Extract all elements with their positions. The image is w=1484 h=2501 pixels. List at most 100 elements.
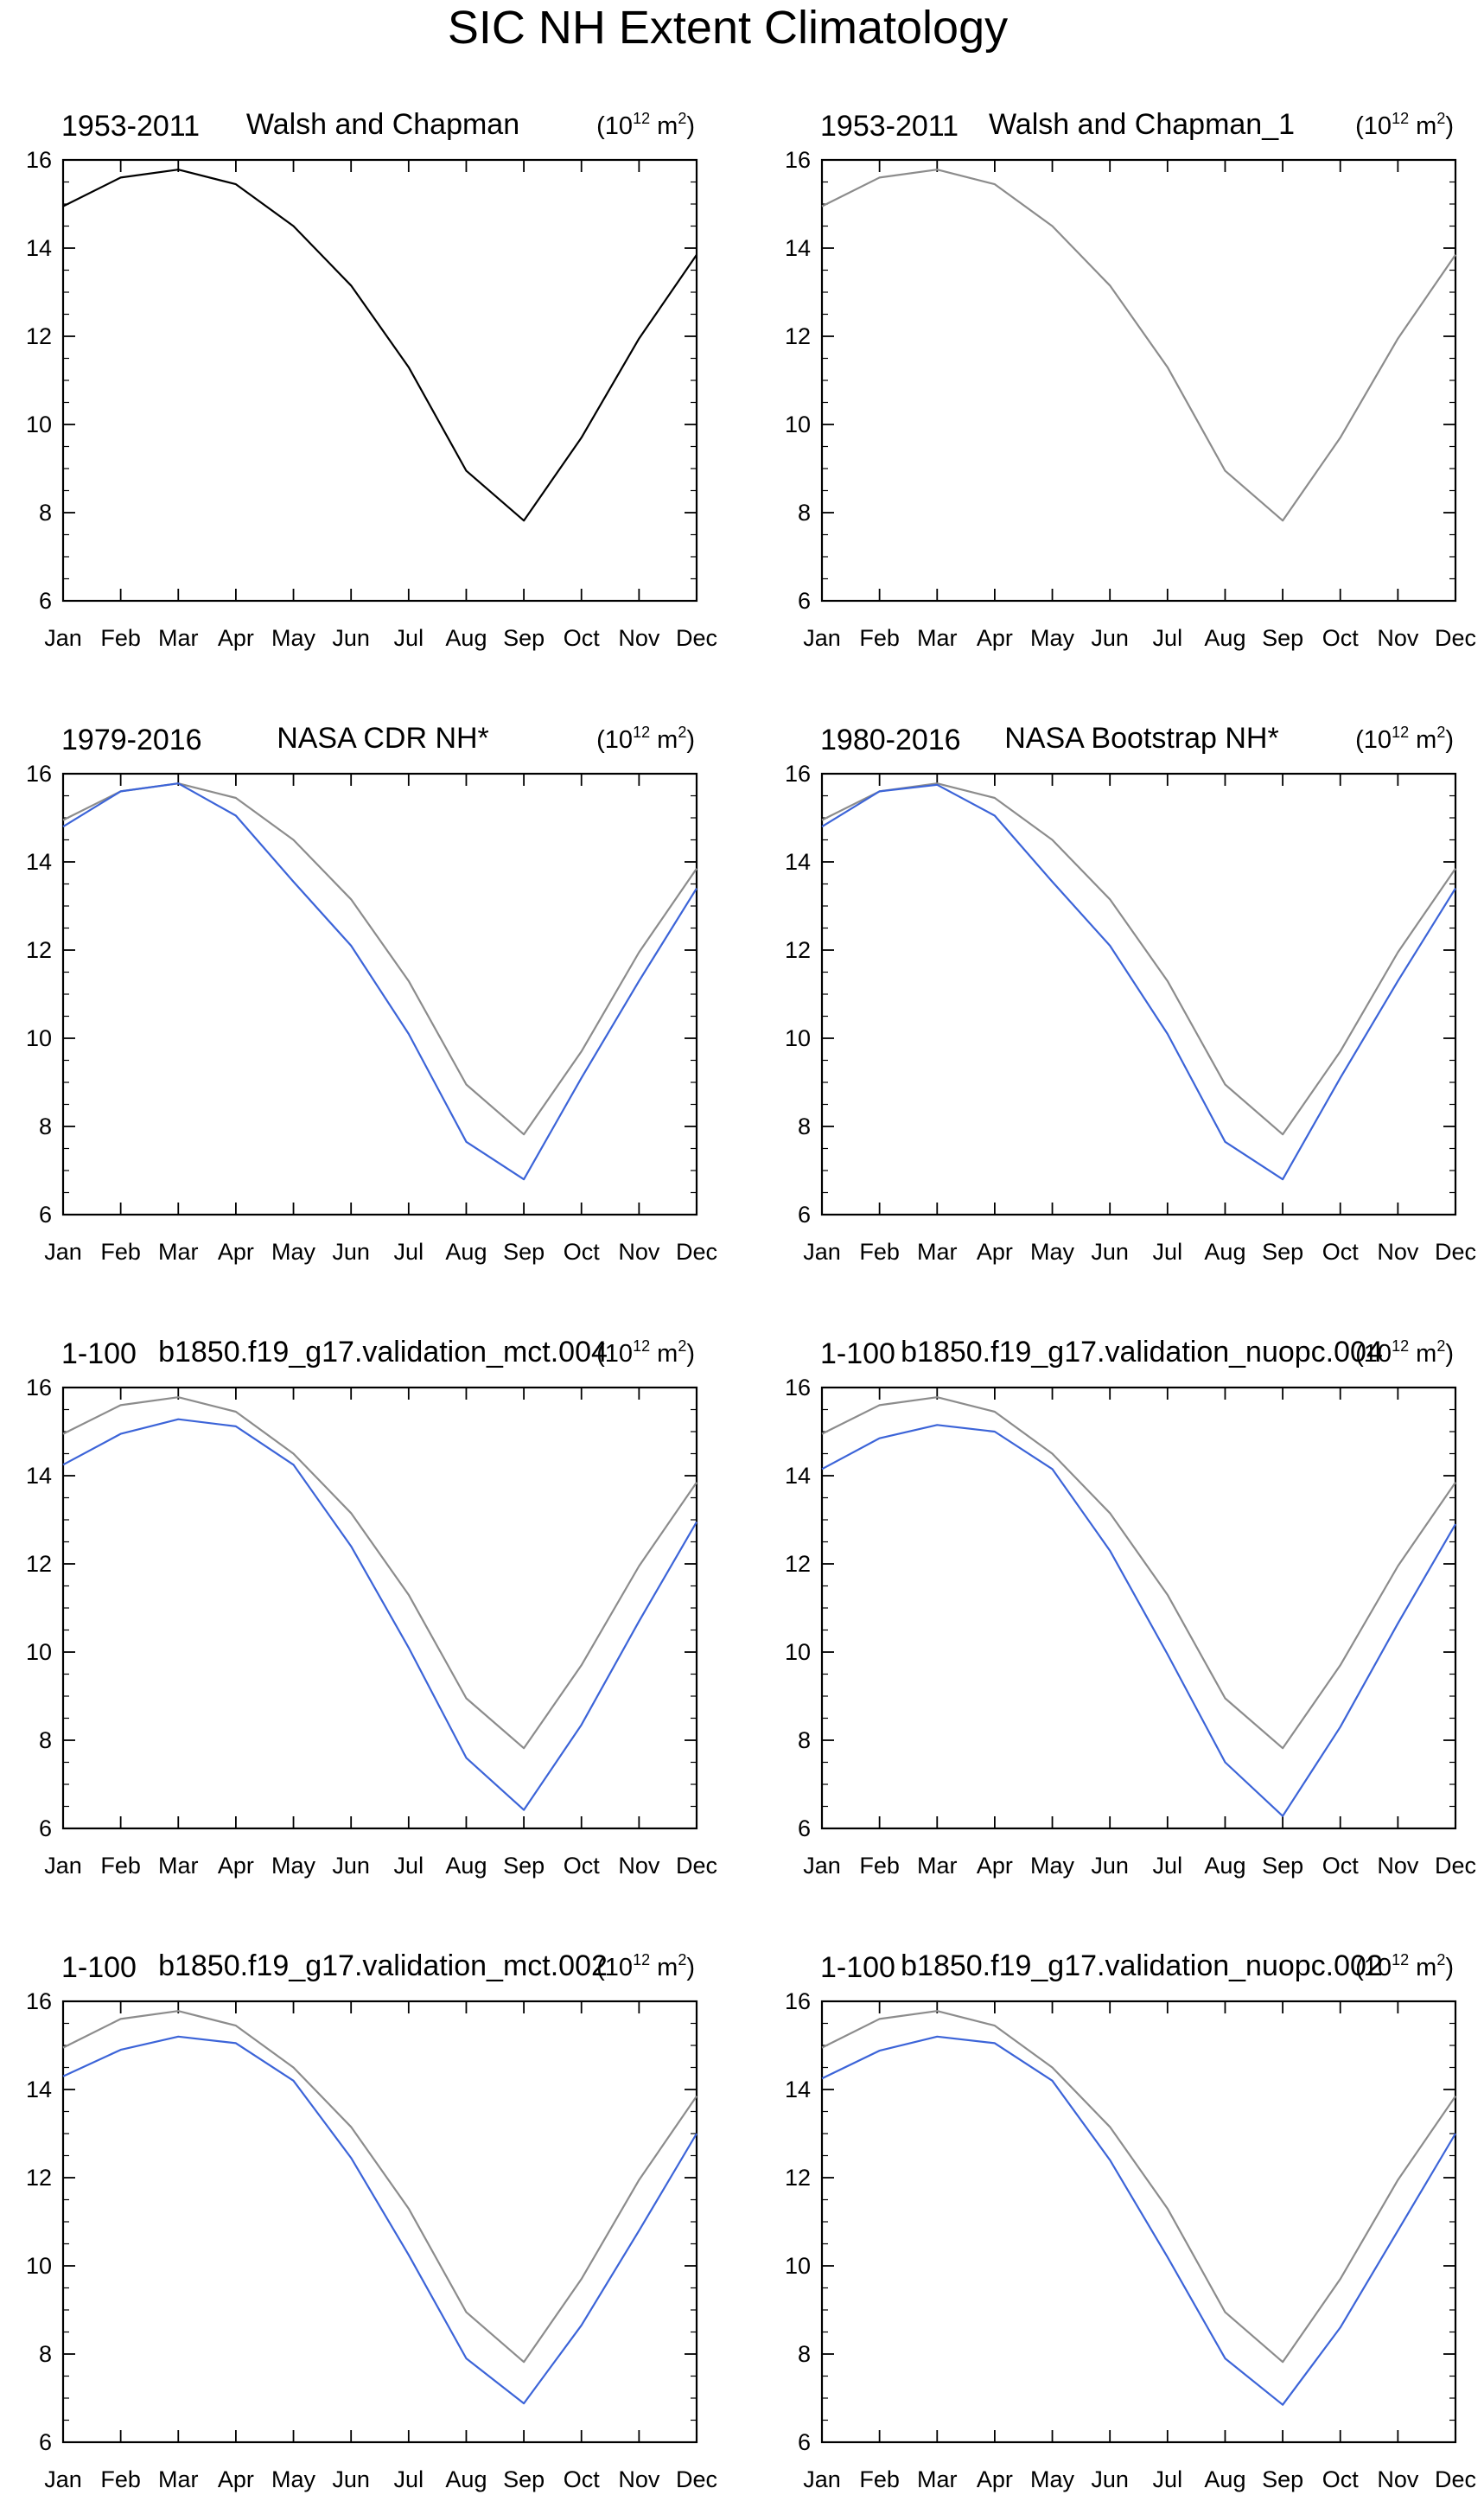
units-exp: 12 bbox=[1392, 1337, 1409, 1355]
x-tick-label: Jan bbox=[803, 1239, 841, 1265]
plot-frame bbox=[820, 1386, 1457, 1830]
units-base: (10 bbox=[596, 726, 633, 754]
x-tick-label: Jul bbox=[394, 2466, 424, 2492]
x-tick-label: Feb bbox=[859, 2466, 900, 2492]
y-tick-label: 6 bbox=[39, 1202, 52, 1228]
y-tick-label: 16 bbox=[26, 1988, 52, 2014]
y-tick-label: 14 bbox=[785, 235, 811, 261]
units-base: (10 bbox=[596, 1954, 633, 1981]
y-tick-label: 10 bbox=[785, 2253, 811, 2279]
x-tick-label: Dec bbox=[676, 625, 717, 651]
y-tick-label: 6 bbox=[798, 588, 811, 614]
chart-panel-7: 1-100 b1850.f19_g17.validation_mct.002(10… bbox=[26, 1949, 717, 2492]
units-exp: 12 bbox=[633, 1337, 650, 1355]
y-tick-label: 10 bbox=[785, 1639, 811, 1665]
units-base: (10 bbox=[596, 1340, 633, 1368]
panel-title: Walsh and Chapman bbox=[246, 108, 519, 141]
panel-period-label: 1-100 bbox=[820, 1337, 895, 1370]
y-tick-label: 14 bbox=[785, 1463, 811, 1489]
x-tick-label: Feb bbox=[859, 1853, 900, 1879]
panel-title: NASA CDR NH* bbox=[277, 722, 489, 755]
series-line-1 bbox=[62, 782, 697, 1136]
units-close: ) bbox=[1445, 1340, 1454, 1368]
panel-period-label: 1953-2011 bbox=[820, 110, 959, 143]
series-line-2 bbox=[62, 1418, 697, 1811]
x-tick-label: Jul bbox=[394, 1853, 424, 1879]
y-tick-label: 6 bbox=[798, 1202, 811, 1228]
x-tick-label: Dec bbox=[676, 2466, 717, 2492]
x-tick-label: Jul bbox=[1153, 1853, 1183, 1879]
x-tick-label: Mar bbox=[917, 1239, 958, 1265]
units-unit-exp: 2 bbox=[678, 1951, 686, 1968]
units-unit: m bbox=[650, 1954, 678, 1981]
x-tick-label: May bbox=[271, 1853, 316, 1879]
units-base: (10 bbox=[1355, 112, 1392, 140]
x-tick-label: Dec bbox=[1435, 2466, 1476, 2492]
plot-frame bbox=[61, 772, 698, 1216]
x-tick-label: Nov bbox=[618, 1853, 660, 1879]
x-tick-label: Jul bbox=[394, 625, 424, 651]
page-title: SIC NH Extent Climatology bbox=[448, 2, 1008, 54]
x-tick-label: Aug bbox=[445, 1239, 487, 1265]
x-tick-label: Nov bbox=[618, 1239, 660, 1265]
x-tick-label: Nov bbox=[618, 625, 660, 651]
x-tick-label: Jan bbox=[803, 1853, 841, 1879]
x-tick-label: Nov bbox=[618, 2466, 660, 2492]
y-tick-label: 10 bbox=[26, 412, 52, 437]
series-line-2 bbox=[62, 782, 697, 1181]
x-tick-label: Jun bbox=[1091, 1239, 1129, 1265]
units-base: (10 bbox=[1355, 726, 1392, 754]
x-tick-label: Dec bbox=[676, 1853, 717, 1879]
plot-frame bbox=[820, 2000, 1457, 2444]
y-tick-label: 16 bbox=[26, 147, 52, 173]
x-tick-label: Jan bbox=[44, 1239, 82, 1265]
panel-title: b1850.f19_g17.validation_nuopc.004 bbox=[901, 1336, 1383, 1369]
series-line-1 bbox=[62, 1396, 697, 1750]
units-close: ) bbox=[686, 726, 695, 754]
y-tick-label: 10 bbox=[785, 1025, 811, 1051]
x-tick-label: Sep bbox=[1262, 625, 1303, 651]
x-tick-label: Sep bbox=[503, 625, 545, 651]
units-unit: m bbox=[1409, 1340, 1436, 1368]
plot-frame bbox=[61, 1386, 698, 1830]
panel-period-label: 1980-2016 bbox=[820, 724, 961, 756]
x-tick-label: Mar bbox=[158, 1853, 199, 1879]
y-tick-label: 14 bbox=[26, 849, 52, 875]
panel-title: Walsh and Chapman_1 bbox=[989, 108, 1295, 141]
x-tick-label: Jun bbox=[1091, 1853, 1129, 1879]
x-tick-label: Feb bbox=[859, 1239, 900, 1265]
panel-units-label: (1012 m2) bbox=[1355, 724, 1454, 754]
y-tick-label: 8 bbox=[39, 500, 52, 526]
x-tick-label: Apr bbox=[218, 1853, 254, 1879]
units-base: (10 bbox=[1355, 1954, 1392, 1981]
x-tick-label: Sep bbox=[503, 2466, 545, 2492]
series-line-1 bbox=[821, 2010, 1456, 2364]
x-tick-label: Aug bbox=[445, 1853, 487, 1879]
panel-title: b1850.f19_g17.validation_nuopc.002 bbox=[901, 1949, 1383, 1982]
y-tick-label: 14 bbox=[785, 849, 811, 875]
x-tick-label: Jan bbox=[44, 1853, 82, 1879]
series-line-1 bbox=[821, 169, 1456, 522]
units-close: ) bbox=[686, 1340, 695, 1368]
y-tick-label: 8 bbox=[798, 1113, 811, 1139]
x-tick-label: Oct bbox=[564, 625, 601, 651]
series-line-2 bbox=[821, 1424, 1456, 1817]
y-tick-label: 8 bbox=[39, 1113, 52, 1139]
units-unit-exp: 2 bbox=[678, 724, 686, 741]
x-tick-label: Nov bbox=[1377, 625, 1419, 651]
units-unit-exp: 2 bbox=[1436, 1951, 1445, 1968]
x-tick-label: Feb bbox=[100, 625, 141, 651]
units-close: ) bbox=[1445, 1954, 1454, 1981]
units-close: ) bbox=[1445, 726, 1454, 754]
y-tick-label: 16 bbox=[26, 1375, 52, 1400]
x-tick-label: Jan bbox=[803, 625, 841, 651]
x-tick-label: Dec bbox=[676, 1239, 717, 1265]
x-tick-label: May bbox=[271, 2466, 316, 2492]
x-tick-label: Sep bbox=[503, 1853, 545, 1879]
panel-units-label: (1012 m2) bbox=[596, 1337, 695, 1368]
chart-panel-6: 1-100 b1850.f19_g17.validation_nuopc.004(… bbox=[785, 1336, 1476, 1879]
x-tick-label: May bbox=[271, 1239, 316, 1265]
x-tick-label: Oct bbox=[564, 1239, 601, 1265]
chart-panel-1: 1953-2011 Walsh and Chapman (1012 m2)68101… bbox=[26, 108, 717, 651]
